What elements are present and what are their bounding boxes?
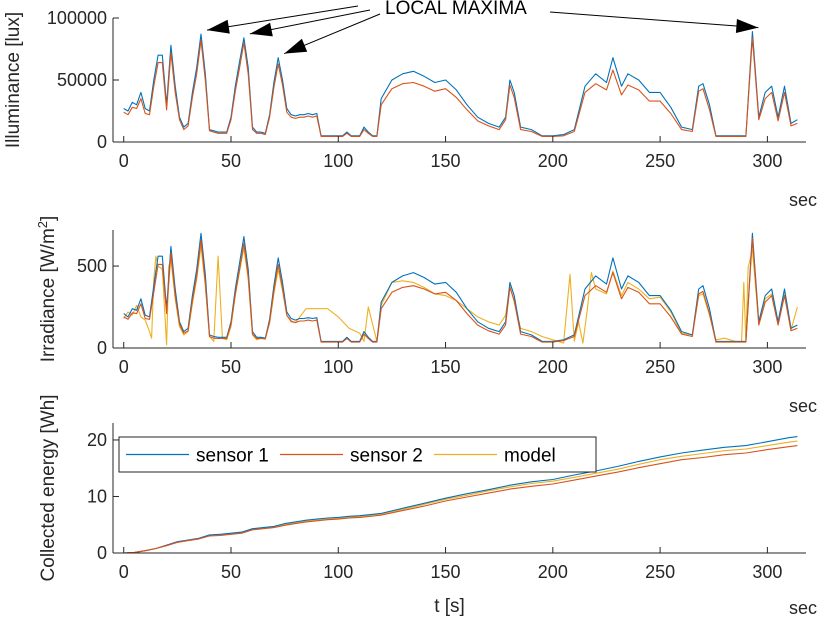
annotation-arrow-line: [549, 11, 759, 29]
local-maxima-annotation: LOCAL MAXIMA: [206, 0, 759, 55]
x-unit-label: sec: [789, 190, 817, 210]
annotation-label: LOCAL MAXIMA: [385, 0, 527, 19]
series-sensor-2-line: [123, 445, 798, 554]
y-tick-label: 0: [97, 132, 107, 152]
y-tick-label: 10: [87, 486, 107, 506]
x-tick-label: 300: [752, 357, 782, 377]
legend-label: sensor 2: [350, 446, 423, 467]
x-tick-label: 0: [119, 151, 129, 171]
x-tick-label: 50: [221, 562, 241, 582]
series-sensor-2-line: [123, 37, 798, 137]
panel-2: 0 50 100 150 200 250 300 0 500 sec Irradiance [W/m…: [35, 216, 818, 416]
legend: sensor 1 sensor 2 model: [118, 436, 597, 473]
annotation-arrowhead: [735, 19, 759, 33]
x-unit-label: sec: [789, 396, 817, 416]
x-tick-label: 200: [538, 151, 568, 171]
y-axis-label: Illuminance [lux]: [3, 12, 24, 148]
x-tick-label: 250: [645, 151, 675, 171]
panel-3: 0 50 100 150 200 250 300 0 10 20 sec Collected ener…: [38, 395, 817, 618]
y-axis-label: Irradiance [W/m2]: [35, 216, 60, 363]
x-tick-label: 0: [119, 562, 129, 582]
series-sensor-2-line: [123, 237, 798, 343]
x-tick-label: 250: [645, 357, 675, 377]
legend-box: [118, 436, 597, 473]
series-sensor-1-line: [123, 31, 798, 137]
y-axis-label: Collected energy [Wh]: [38, 395, 59, 582]
x-tick-label: 100: [323, 151, 353, 171]
x-tick-label: 100: [323, 562, 353, 582]
annotation-arrow-line: [206, 5, 359, 31]
y-tick-label: 0: [97, 338, 107, 358]
x-tick-label: 200: [538, 357, 568, 377]
x-tick-label: 200: [538, 562, 568, 582]
y-tick-label: 0: [97, 543, 107, 563]
y-tick-label: 20: [87, 430, 107, 450]
series-sensor-1-line: [123, 232, 798, 342]
x-axis-label: t [s]: [434, 596, 465, 617]
legend-label: sensor 1: [196, 446, 269, 467]
series-sensor-1-line: [123, 436, 798, 554]
x-tick-label: 100: [323, 357, 353, 377]
x-tick-label: 150: [431, 151, 461, 171]
x-tick-label: 150: [431, 562, 461, 582]
series-model-line: [123, 245, 798, 346]
x-tick-label: 300: [752, 151, 782, 171]
y-tick-label: 100000: [47, 8, 107, 28]
y-tick-label: 500: [77, 256, 107, 276]
x-unit-label: sec: [789, 598, 817, 618]
y-tick-label: 50000: [57, 70, 107, 90]
x-tick-label: 0: [119, 357, 129, 377]
annotation-arrowhead: [284, 38, 308, 54]
panel-1: 0 50 100 150 200 250 300 0 50000 100000 sec Illumin…: [3, 8, 817, 210]
annotation-arrowhead: [206, 19, 230, 34]
legend-label: model: [504, 446, 556, 467]
x-tick-label: 150: [431, 357, 461, 377]
annotation-arrowhead: [249, 22, 273, 37]
x-tick-label: 50: [221, 151, 241, 171]
x-tick-label: 300: [752, 562, 782, 582]
x-tick-label: 50: [221, 357, 241, 377]
chart-panels: 0 50 100 150 200 250 300050000100000secIllumin…: [3, 8, 817, 618]
x-tick-label: 250: [645, 562, 675, 582]
